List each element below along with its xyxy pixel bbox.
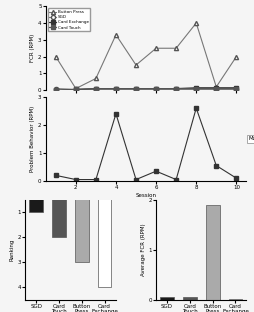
Y-axis label: Average FCR (RPM): Average FCR (RPM) <box>141 223 146 276</box>
Bar <box>183 297 197 300</box>
Bar <box>160 297 174 300</box>
Bar <box>29 187 43 212</box>
Text: Matthew: Matthew <box>248 136 254 141</box>
Y-axis label: Problem Behavior (RPM): Problem Behavior (RPM) <box>30 106 35 172</box>
Legend: Button Press, SGD, Card Exchange, Card Touch: Button Press, SGD, Card Exchange, Card T… <box>48 8 90 32</box>
Bar <box>229 299 242 300</box>
Bar <box>75 187 89 262</box>
X-axis label: Session: Session <box>136 193 156 198</box>
Bar <box>52 187 66 237</box>
Bar <box>98 187 112 287</box>
Bar <box>206 205 219 300</box>
Y-axis label: FCR (RPM): FCR (RPM) <box>30 34 35 62</box>
Y-axis label: Ranking: Ranking <box>10 238 15 261</box>
